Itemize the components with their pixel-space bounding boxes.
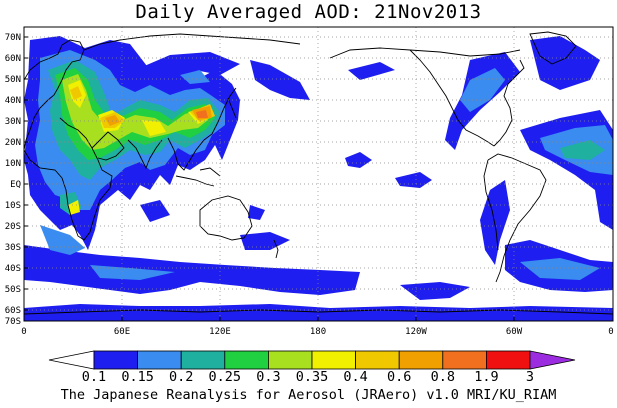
colorbar-label: 0.2: [169, 369, 193, 385]
lon-label: 120E: [209, 327, 231, 337]
lat-label: 50S: [5, 285, 21, 295]
lat-label: 40S: [5, 264, 21, 274]
colorbar-label: 3: [526, 369, 534, 385]
colorbar-cell: [355, 350, 400, 370]
lat-label: 70N: [5, 33, 21, 43]
lat-label: 20S: [5, 222, 21, 232]
colorbar-labels: 0.1 0.15 0.2 0.25 0.3 0.35 0.4 0.6 0.8 1.9 3: [82, 369, 534, 385]
colorbar-label: 0.25: [209, 369, 242, 385]
colorbar-cell: [267, 350, 313, 370]
colorbar-high-triangle: [529, 350, 576, 370]
colorbar-cell: [485, 350, 531, 370]
colorbar-cell: [442, 350, 487, 370]
colorbar-cell: [180, 350, 226, 370]
colorbar-cell: [224, 350, 269, 370]
lat-label: 20N: [5, 138, 21, 148]
lat-label: 60S: [5, 306, 21, 316]
lat-label: 60N: [5, 54, 21, 64]
colorbar-cell: [137, 350, 182, 370]
lon-label: 0: [608, 327, 613, 337]
aod-level-0.8: [196, 110, 208, 118]
colorbar-cell: [311, 350, 356, 370]
lon-label: 0: [21, 327, 26, 337]
lat-label: 50N: [5, 75, 21, 85]
colorbar-label: 0.8: [431, 369, 455, 385]
aod-level-0.3: [62, 74, 208, 150]
colorbar-label: 0.1: [82, 369, 106, 385]
colorbar-label: 0.4: [343, 369, 367, 385]
lon-axis: 0 60E 120E 180 120W 60W 0: [21, 317, 614, 337]
coastlines: [24, 31, 613, 315]
colorbar: 0.1 0.15 0.2 0.25 0.3 0.35 0.4 0.6 0.8 1.9 3: [48, 350, 576, 385]
lat-label: 10S: [5, 201, 21, 211]
aod-field: [24, 27, 613, 321]
colorbar-cells: [93, 350, 531, 370]
lat-label: EQ: [10, 180, 21, 190]
lat-label: 10N: [5, 159, 21, 169]
colorbar-cell: [93, 350, 138, 370]
map-title: Daily Averaged AOD: 21Nov2013: [135, 1, 482, 23]
lat-label: 70S: [5, 317, 21, 327]
colorbar-label: 0.15: [121, 369, 154, 385]
lon-label: 120W: [405, 327, 427, 337]
map-grid: [24, 27, 613, 321]
colorbar-label: 0.35: [296, 369, 329, 385]
lat-label: 30S: [5, 243, 21, 253]
colorbar-cell: [398, 350, 444, 370]
lat-label: 40N: [5, 96, 21, 106]
colorbar-label: 1.9: [474, 369, 498, 385]
colorbar-label: 0.6: [387, 369, 411, 385]
colorbar-low-triangle: [48, 350, 95, 370]
lat-label: 30N: [5, 117, 21, 127]
lon-label: 60W: [506, 327, 523, 337]
footer-credit: The Japanese Reanalysis for Aerosol (JRA…: [60, 387, 557, 403]
lon-label: 180: [310, 327, 326, 337]
lon-label: 60E: [114, 327, 130, 337]
lat-axis: 70N 60N 50N 40N 30N 20N 10N EQ 10S 20S 3…: [5, 33, 28, 327]
colorbar-label: 0.3: [256, 369, 280, 385]
